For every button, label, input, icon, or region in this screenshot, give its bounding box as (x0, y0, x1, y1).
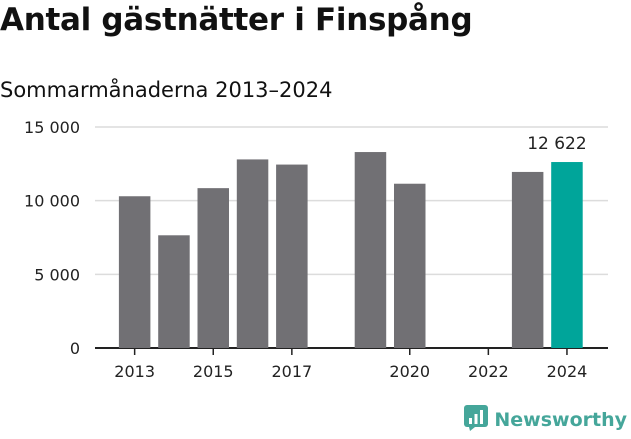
x-tick-label: 2024 (547, 362, 588, 381)
y-tick-label: 0 (70, 339, 80, 358)
bar-2020 (394, 183, 426, 348)
newsworthy-logo: Newsworthy (464, 405, 627, 435)
bar-2013 (118, 196, 151, 348)
chart-icon (464, 405, 489, 435)
x-tick-label: 2013 (114, 362, 155, 381)
bar-2023 (511, 171, 544, 348)
x-tick-label: 2022 (468, 362, 509, 381)
x-tick-label: 2020 (389, 362, 430, 381)
bar-2019 (354, 152, 387, 348)
x-tick-label: 2015 (193, 362, 234, 381)
bar-2014 (158, 235, 190, 348)
bar-2017 (276, 164, 308, 348)
x-tick-label: 2017 (271, 362, 312, 381)
bar-2024 (551, 162, 583, 348)
bar-2015 (197, 188, 229, 348)
y-tick-label: 5 000 (34, 265, 80, 284)
chart-subtitle: Sommarmånaderna 2013–2024 (0, 78, 333, 102)
bar-2016 (236, 159, 269, 348)
chart-title: Antal gästnätter i Finspång (0, 2, 473, 38)
y-tick-label: 10 000 (24, 192, 80, 211)
y-tick-label: 15 000 (24, 118, 80, 137)
highlight-value-label: 12 622 (527, 134, 586, 154)
brand-name: Newsworthy (494, 409, 627, 431)
